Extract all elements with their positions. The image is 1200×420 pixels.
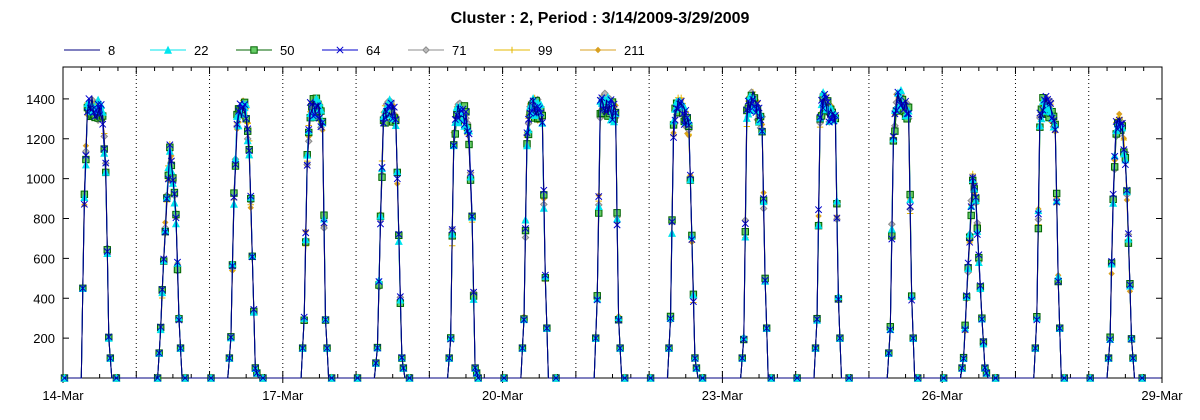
- series-line: [64, 91, 1161, 379]
- legend-label: 211: [624, 42, 645, 58]
- data-point: [819, 104, 827, 112]
- x-tick-label: 23-Mar: [702, 388, 744, 403]
- legend-swatch: [322, 46, 358, 54]
- data-point: [757, 116, 765, 124]
- data-point: [93, 106, 101, 114]
- legend-swatch: [64, 49, 100, 51]
- y-tick-label: 600: [33, 251, 55, 266]
- data-point: [99, 120, 107, 128]
- data-point: [392, 116, 400, 124]
- legend-entry: 211: [578, 43, 650, 58]
- legend-swatch: [408, 46, 444, 54]
- data-point: [233, 120, 241, 128]
- legend-label: 8: [108, 42, 116, 58]
- data-point: [163, 45, 173, 54]
- data-point: [677, 97, 685, 105]
- data-point: [315, 114, 323, 122]
- data-point: [1047, 99, 1055, 107]
- data-point: [903, 110, 911, 118]
- series-22: [60, 85, 1161, 382]
- data-point: [818, 96, 826, 104]
- legend-label: 99: [538, 42, 553, 58]
- chart-legend: 8 22 50 64 71 99 211: [62, 40, 664, 60]
- data-point: [336, 46, 344, 54]
- data-point: [671, 116, 679, 124]
- data-point: [894, 88, 902, 96]
- data-point: [422, 46, 430, 54]
- legend-entry: 71: [406, 43, 478, 58]
- data-point: [891, 127, 899, 135]
- y-tick-label: 1000: [26, 172, 55, 187]
- legend-entry: 50: [234, 43, 306, 58]
- data-point: [523, 129, 531, 137]
- data-point: [682, 106, 690, 114]
- data-point: [598, 94, 606, 102]
- data-point: [244, 125, 252, 133]
- data-point: [314, 102, 322, 110]
- data-point: [892, 107, 900, 115]
- data-point: [462, 108, 470, 116]
- series-71: [60, 88, 1161, 382]
- legend-entry: 99: [492, 43, 564, 58]
- legend-entry: 22: [148, 43, 220, 58]
- y-tick-label: 1400: [26, 92, 55, 107]
- data-point: [1037, 110, 1045, 119]
- x-tick-label: 14-Mar: [42, 388, 84, 403]
- data-point: [60, 374, 69, 382]
- y-tick-label: 800: [33, 212, 55, 227]
- data-point: [387, 99, 395, 107]
- legend-entry: 64: [320, 43, 392, 58]
- series-99: [61, 88, 1161, 382]
- data-point: [594, 46, 602, 54]
- data-point: [94, 100, 102, 108]
- x-tick-label: 20-Mar: [482, 388, 524, 403]
- data-point: [167, 166, 176, 175]
- data-point: [524, 115, 533, 123]
- series-64: [60, 88, 1161, 382]
- data-point: [607, 96, 615, 104]
- data-point: [1117, 120, 1125, 128]
- data-point: [830, 117, 838, 125]
- data-point: [822, 94, 830, 102]
- y-tick-label: 200: [33, 331, 55, 346]
- y-tick-label: 400: [33, 291, 55, 306]
- legend-swatch: [150, 45, 186, 54]
- data-point: [305, 125, 313, 134]
- legend-label: 50: [280, 42, 295, 58]
- data-point: [311, 111, 319, 119]
- legend-label: 64: [366, 42, 381, 58]
- series-50: [60, 91, 1161, 382]
- data-point: [1050, 117, 1058, 125]
- data-point: [170, 198, 179, 207]
- x-tick-label: 26-Mar: [922, 388, 964, 403]
- data-point: [241, 100, 249, 109]
- legend-swatch: [236, 46, 272, 54]
- legend-label: 71: [452, 42, 467, 58]
- data-point: [97, 100, 105, 109]
- data-point: [250, 46, 258, 54]
- legend-swatch: [494, 46, 530, 54]
- data-point: [451, 130, 459, 138]
- data-point: [752, 108, 760, 117]
- series-8: [64, 91, 1161, 379]
- series-211: [61, 91, 1161, 382]
- legend-entry: 8: [62, 43, 134, 58]
- legend-label: 22: [194, 42, 209, 58]
- chart-title: Cluster : 2, Period : 3/14/2009-3/29/200…: [450, 10, 750, 27]
- data-point: [508, 46, 516, 54]
- data-point: [166, 141, 174, 149]
- x-tick-label: 17-Mar: [262, 388, 304, 403]
- legend-swatch: [580, 46, 616, 54]
- data-point: [102, 159, 110, 167]
- y-tick-label: 1200: [26, 132, 55, 147]
- x-tick-label: 29-Mar: [1141, 388, 1183, 403]
